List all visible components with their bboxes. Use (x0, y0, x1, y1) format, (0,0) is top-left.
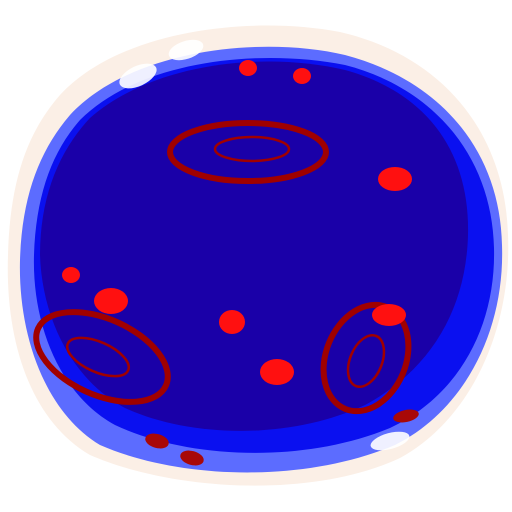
crater-ring (167, 120, 329, 184)
red-spot (239, 60, 257, 76)
red-spot (293, 68, 311, 84)
shine-highlight (168, 39, 204, 61)
crater-ring (213, 135, 291, 163)
red-spot (94, 288, 128, 314)
shine-highlight (370, 431, 410, 451)
red-spot (372, 304, 406, 326)
crater-ring (33, 309, 171, 405)
red-spot (378, 167, 412, 191)
crater-ring (346, 334, 386, 388)
crater-ring (65, 336, 131, 378)
red-spot (260, 359, 294, 385)
shine-highlight (119, 63, 157, 89)
red-spot (62, 267, 80, 283)
dark-red-spot (180, 450, 204, 466)
red-spot (219, 310, 245, 334)
dark-red-spot (145, 433, 169, 449)
dark-red-spot (393, 409, 419, 423)
